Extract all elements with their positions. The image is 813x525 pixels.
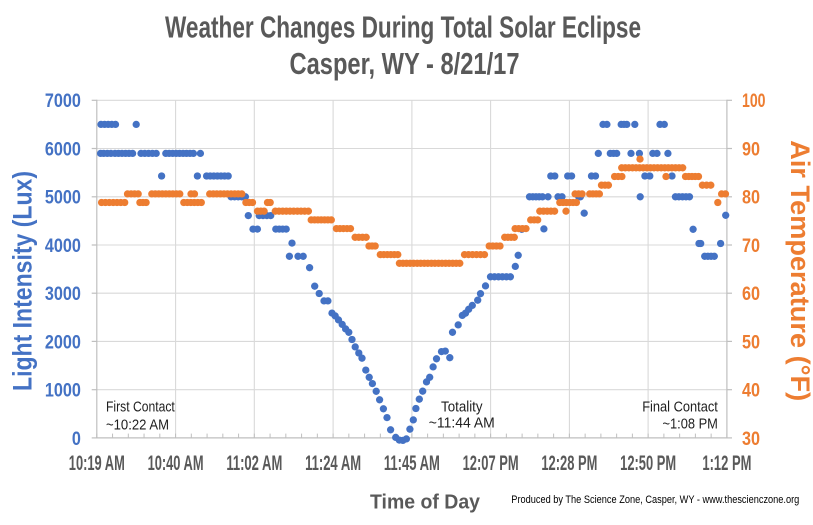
svg-text:4000: 4000 [45, 235, 81, 257]
svg-text:Totality: Totality [441, 400, 483, 416]
svg-text:70: 70 [742, 235, 760, 257]
svg-text:50: 50 [742, 331, 760, 353]
svg-text:60: 60 [742, 283, 760, 305]
svg-text:90: 90 [742, 138, 760, 160]
svg-text:10:40 AM: 10:40 AM [148, 451, 204, 475]
svg-text:Casper, WY - 8/21/17: Casper, WY - 8/21/17 [290, 46, 520, 81]
svg-text:Weather Changes During Total S: Weather Changes During Total Solar Eclip… [165, 10, 641, 45]
svg-text:11:45 AM: 11:45 AM [384, 451, 440, 475]
svg-text:First Contact: First Contact [106, 400, 175, 416]
svg-text:~10:22 AM: ~10:22 AM [106, 418, 169, 434]
svg-text:40: 40 [742, 380, 760, 402]
svg-text:1000: 1000 [45, 380, 81, 402]
svg-text:12:50 PM: 12:50 PM [620, 451, 676, 475]
svg-text:Time of Day: Time of Day [370, 490, 481, 513]
svg-text:~11:44 AM: ~11:44 AM [429, 416, 495, 432]
svg-text:100: 100 [742, 90, 766, 112]
svg-text:0: 0 [72, 428, 81, 450]
svg-text:~1:08 PM: ~1:08 PM [663, 417, 718, 433]
svg-text:3000: 3000 [45, 283, 81, 305]
svg-text:11:02 AM: 11:02 AM [226, 451, 282, 475]
svg-text:Produced by The Science Zone,: Produced by The Science Zone, Casper, WY… [511, 494, 799, 506]
svg-text:Final Contact: Final Contact [642, 400, 718, 416]
svg-text:5000: 5000 [45, 187, 81, 209]
svg-text:30: 30 [742, 428, 760, 450]
svg-text:80: 80 [742, 187, 760, 209]
svg-text:11:24 AM: 11:24 AM [305, 451, 361, 475]
svg-text:12:07 PM: 12:07 PM [463, 451, 519, 475]
svg-text:Light Intensity (Lux): Light Intensity (Lux) [8, 171, 38, 391]
svg-text:1:12 PM: 1:12 PM [702, 451, 751, 475]
svg-text:Air Temperature (°F): Air Temperature (°F) [785, 140, 813, 401]
svg-text:6000: 6000 [45, 138, 81, 160]
svg-text:2000: 2000 [45, 331, 81, 353]
svg-text:10:19 AM: 10:19 AM [69, 451, 125, 475]
svg-text:7000: 7000 [45, 90, 81, 112]
svg-text:12:28 PM: 12:28 PM [541, 451, 597, 475]
